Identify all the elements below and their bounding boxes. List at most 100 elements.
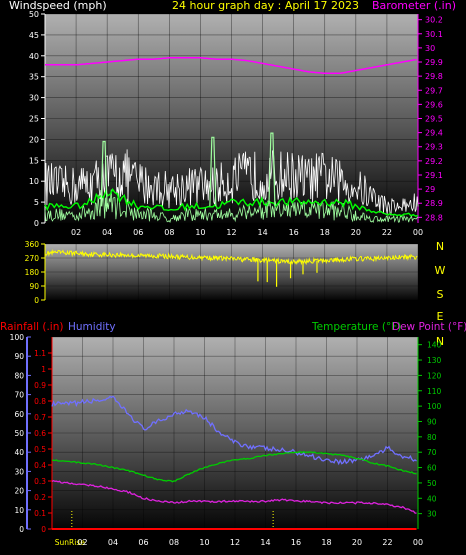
rainfall-tick-label: 0.1 (34, 509, 46, 518)
direction-tick-label: 270 (25, 254, 40, 263)
temperature-humidity-panel: Rainfall (.in) Humidity Temperature (°F)De… (0, 321, 466, 547)
x-tick-label: 06 (133, 228, 143, 237)
rainfall-tick-label: 1.1 (34, 349, 46, 358)
x-tick-label: 20 (352, 538, 362, 547)
wind-gust-series-line (44, 149, 419, 216)
humidity-tick-label: 60 (14, 410, 24, 419)
rainfall-tick-label: 0.7 (34, 413, 46, 422)
x-tick-label: 00 (413, 538, 423, 547)
rainfall-tick-label: 1 (41, 365, 46, 374)
x-tick-label: 04 (108, 538, 118, 547)
right-axis-tick-label: 29.9 (425, 58, 443, 67)
humidity-tick-label: 30 (14, 467, 24, 476)
right-axis-tick-label: 29.4 (425, 129, 443, 138)
temperature-tick-label: 40 (427, 494, 437, 503)
rainfall-tick-label: 0.8 (34, 397, 46, 406)
left-axis-tick-label: 35 (29, 73, 39, 82)
temperature-tick-label: 90 (427, 417, 437, 426)
compass-label: S (437, 288, 444, 301)
rainfall-tick-label: 0.6 (34, 429, 46, 438)
temperature-tick-label: 80 (427, 433, 437, 442)
temperature-series-line (51, 450, 417, 483)
left-axis-tick-label: 45 (29, 31, 39, 40)
left-axis-tick-label: 50 (29, 10, 39, 19)
humidity-tick-label: 40 (14, 448, 24, 457)
humidity-tick-label: 10 (14, 506, 24, 515)
right-axis-tick-label: 29.8 (425, 72, 443, 81)
sunrise-label: SunRise (55, 538, 85, 547)
humidity-label: Humidity (68, 321, 116, 333)
x-tick-label: 06 (138, 538, 148, 547)
direction-tick-label: 180 (25, 268, 40, 277)
temperature-label: Temperature (°F) (311, 321, 401, 333)
compass-label: W (435, 264, 446, 277)
temperature-tick-label: 50 (427, 479, 437, 488)
humidity-tick-label: 70 (14, 391, 24, 400)
right-axis-tick-label: 30.1 (425, 30, 443, 39)
direction-tick-label: 90 (29, 282, 39, 291)
x-tick-label: 10 (199, 538, 209, 547)
x-tick-label: 10 (195, 228, 205, 237)
left-axis-tick-label: 5 (34, 198, 39, 207)
x-tick-label: 08 (164, 228, 174, 237)
windspeed-label: Windspeed (mph) (9, 0, 107, 12)
x-tick-label: 02 (71, 228, 81, 237)
left-axis-tick-label: 40 (29, 52, 39, 61)
humidity-tick-label: 90 (14, 352, 24, 361)
temperature-tick-label: 110 (427, 387, 442, 396)
right-axis-tick-label: 29.6 (425, 100, 443, 109)
compass-label: N (436, 335, 444, 348)
x-tick-label: 18 (321, 538, 331, 547)
right-axis-tick-label: 28.8 (425, 213, 443, 222)
graph-title: 24 hour graph day : April 17 2023 (172, 0, 359, 12)
right-axis-tick-label: 29.1 (425, 171, 443, 180)
direction-series-line (44, 249, 418, 266)
direction-tick-label: 0 (34, 296, 39, 305)
x-tick-label: 22 (382, 228, 392, 237)
right-axis-tick-label: 30.2 (425, 16, 443, 25)
x-tick-label: 04 (102, 228, 112, 237)
temperature-tick-label: 30 (427, 510, 437, 519)
x-tick-label: 16 (291, 538, 301, 547)
right-axis-tick-label: 29.2 (425, 157, 443, 166)
temperature-tick-label: 130 (427, 356, 442, 365)
x-tick-label: 14 (257, 228, 267, 237)
wind-gust-spike (100, 140, 108, 207)
barometer-label: Barometer (.in) (372, 0, 456, 12)
left-axis-tick-label: 10 (29, 177, 39, 186)
temperature-tick-label: 100 (427, 402, 442, 411)
x-tick-label: 14 (260, 538, 270, 547)
right-axis-tick-label: 30 (425, 44, 435, 53)
humidity-tick-label: 80 (14, 371, 24, 380)
rainfall-tick-label: 0.3 (34, 477, 46, 486)
x-tick-label: 12 (230, 538, 240, 547)
rainfall-tick-label: 0.5 (34, 445, 46, 454)
barometer-series-line (45, 57, 417, 75)
rainfall-label: Rainfall (.in) (0, 321, 63, 333)
humidity-tick-label: 0 (19, 525, 24, 534)
dewpoint-series-line (51, 479, 417, 514)
dewpoint-label: Dew Point (°F) (392, 321, 466, 333)
x-tick-label: 00 (413, 228, 423, 237)
wind-barometer-panel: 0 5 10 15 20 25 30 35 40 45 50 28.8 28.9 29 29.1 29.2 29… (29, 10, 443, 237)
right-axis-tick-label: 28.9 (425, 199, 443, 208)
left-axis-tick-label: 30 (29, 94, 39, 103)
left-axis-tick-label: 0 (34, 219, 39, 228)
humidity-series-line (51, 395, 417, 466)
temperature-tick-label: 70 (427, 448, 437, 457)
x-tick-label: 20 (351, 228, 361, 237)
temperature-tick-label: 120 (427, 371, 442, 380)
x-tick-label: 16 (289, 228, 299, 237)
rainfall-tick-label: 0 (41, 525, 46, 534)
humidity-tick-label: 50 (14, 429, 24, 438)
rainfall-tick-label: 0.9 (34, 381, 46, 390)
right-axis-tick-label: 29 (425, 185, 435, 194)
rainfall-tick-label: 0.2 (34, 493, 46, 502)
humidity-tick-label: 20 (14, 487, 24, 496)
left-axis-tick-label: 25 (29, 115, 39, 124)
temperature-tick-label: 60 (427, 464, 437, 473)
right-axis-tick-label: 29.7 (425, 86, 443, 95)
x-tick-label: 12 (226, 228, 236, 237)
